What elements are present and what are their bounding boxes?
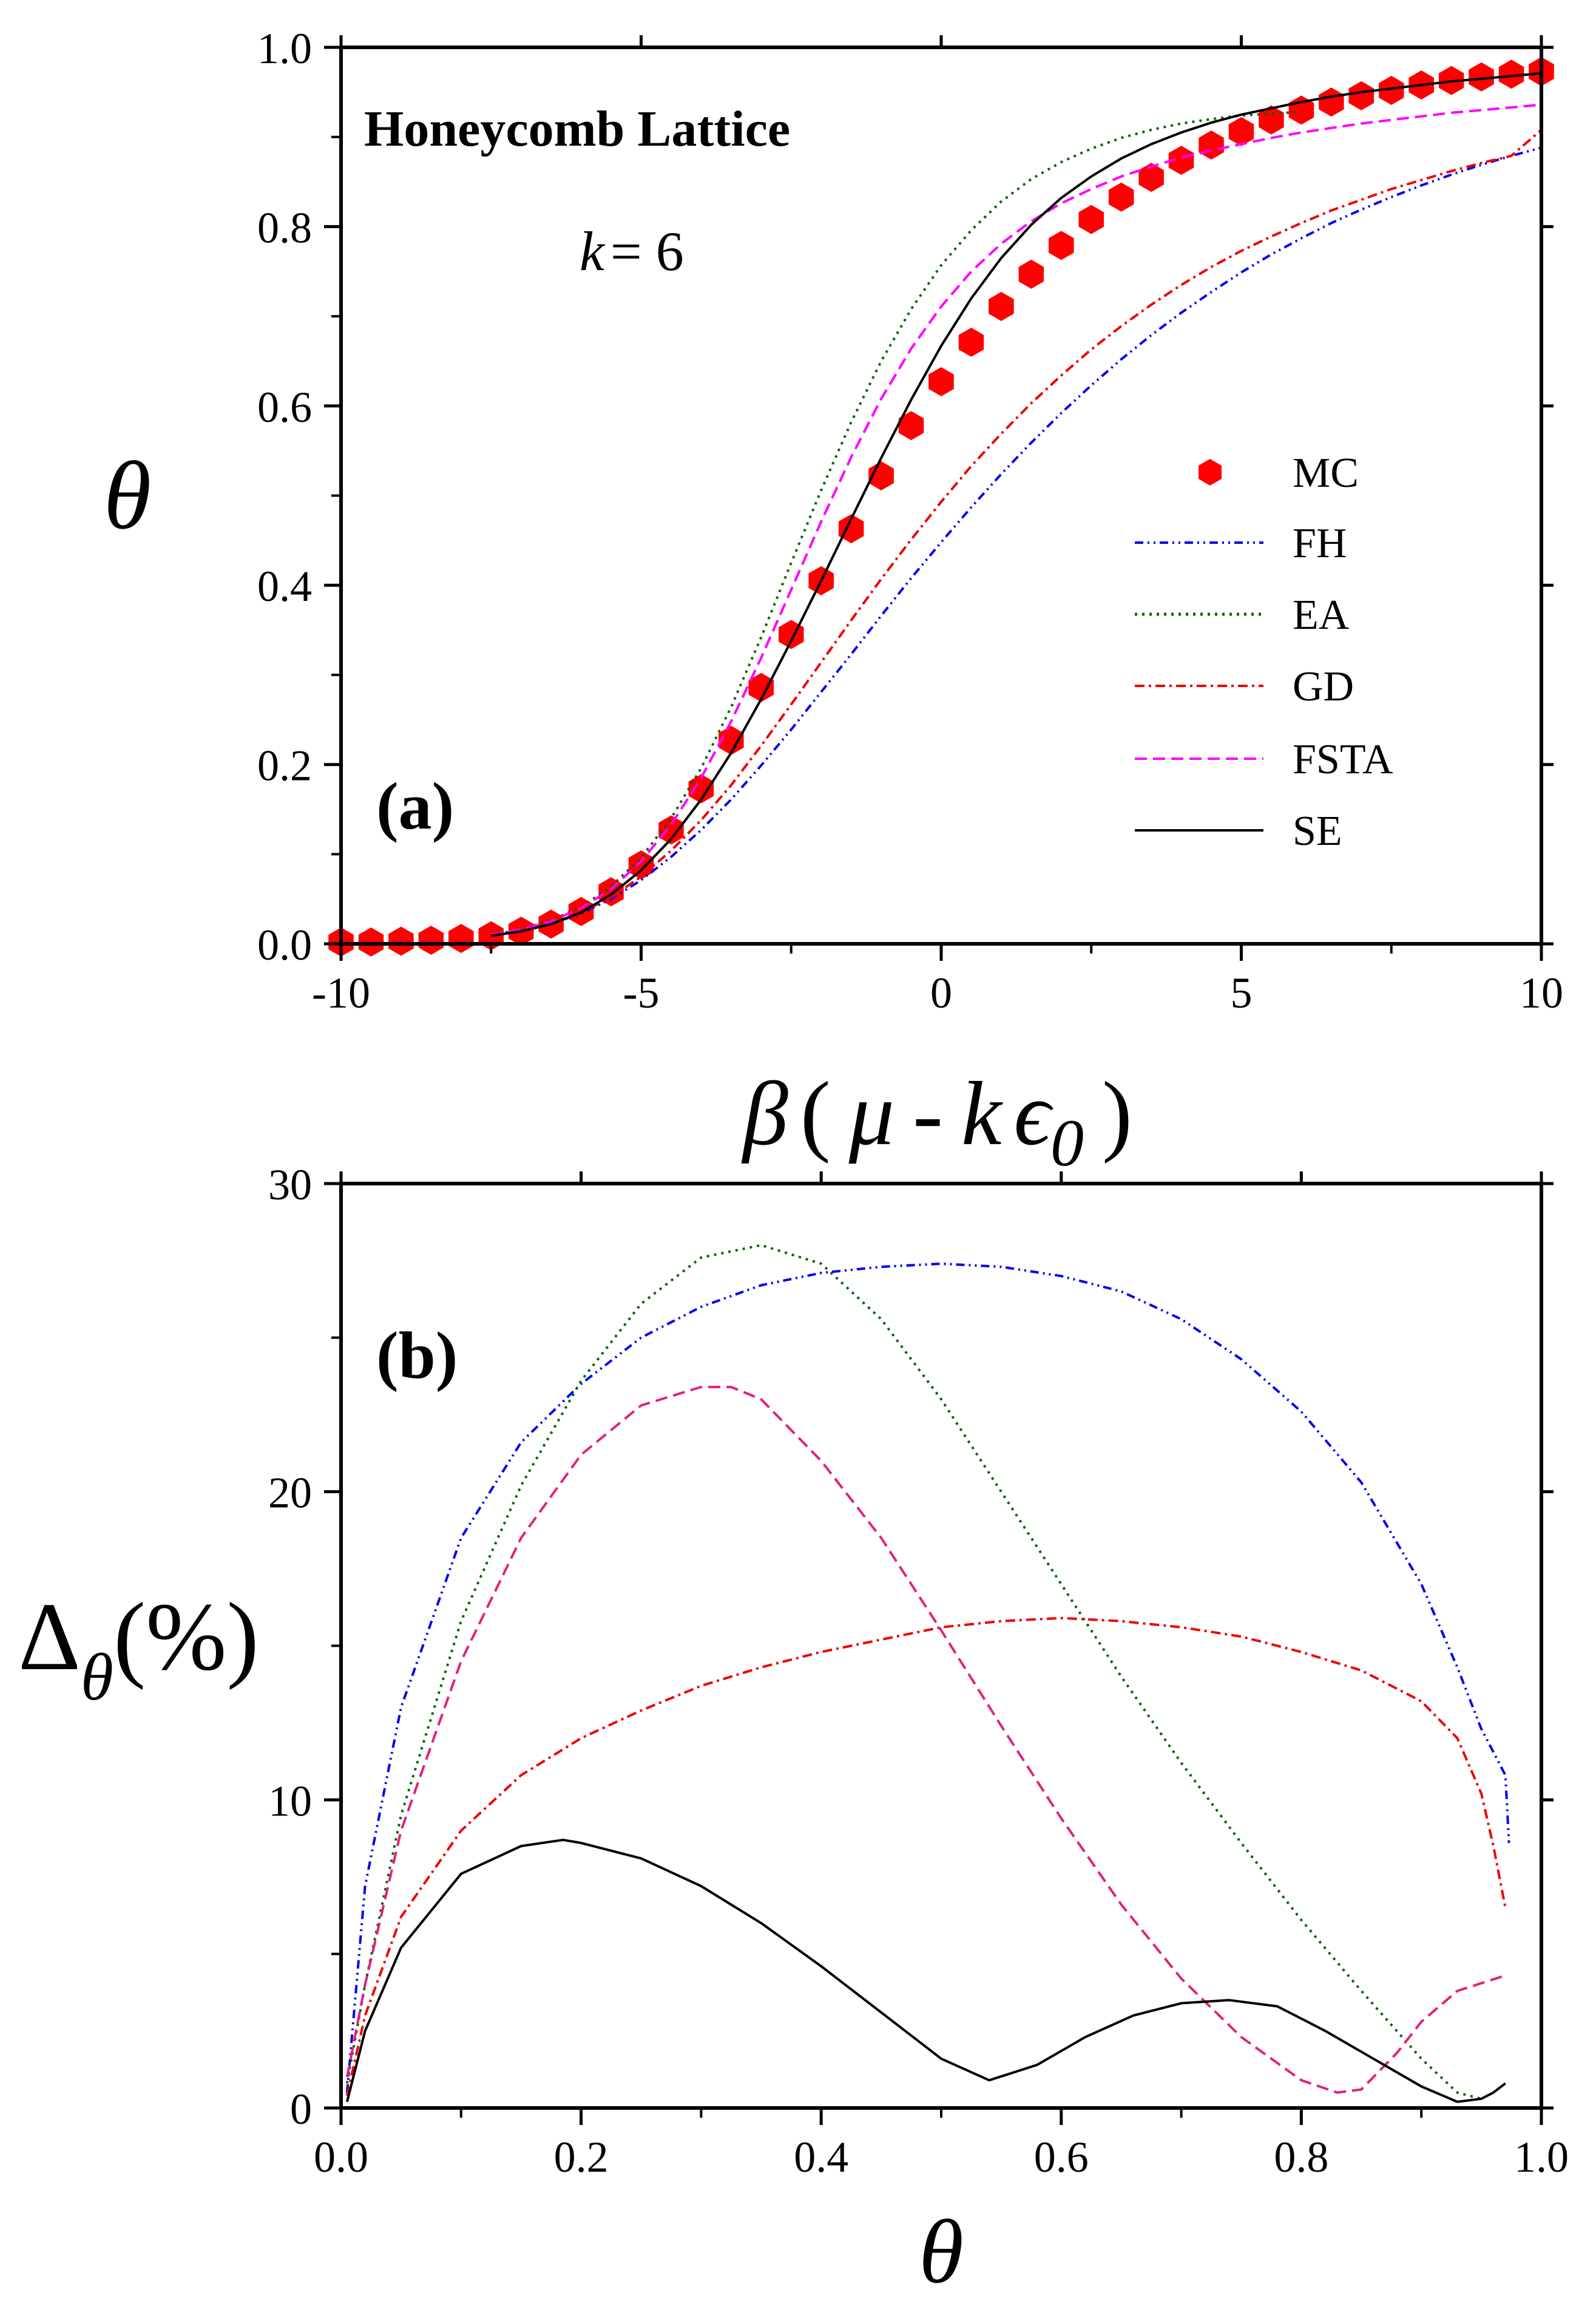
panel-b-x-tick-label: 0.0 bbox=[314, 2133, 368, 2181]
panel-a-plot-frame bbox=[339, 46, 1543, 946]
panel-a-mc-point bbox=[1259, 105, 1284, 135]
legend-label-mc: MC bbox=[1293, 450, 1359, 496]
x-title-open-paren: ( bbox=[800, 1063, 831, 1164]
panel-b-label: (b) bbox=[376, 1318, 458, 1392]
legend-label-fh: FH bbox=[1293, 520, 1347, 567]
panel-a-mc-point bbox=[958, 327, 984, 357]
panel-a-mc-point bbox=[1469, 62, 1494, 92]
panel-a-mc-point bbox=[1379, 75, 1404, 105]
panel-a-y-tick-label: 0.0 bbox=[257, 921, 312, 969]
panel-a-mc-point bbox=[989, 291, 1014, 321]
panel-b-x-tick-label: 1.0 bbox=[1514, 2133, 1569, 2181]
panel-a-annotation-k: k = 6 bbox=[580, 220, 684, 282]
x-title-epsilon: ϵ bbox=[1014, 1063, 1054, 1164]
panel-a-mc-point bbox=[1078, 205, 1104, 234]
panel-a-mc-point bbox=[688, 774, 714, 804]
panel-a-mc-point bbox=[388, 926, 414, 956]
panel-b-y-tick-label: 0 bbox=[290, 2085, 312, 2133]
panel-a-mc-point bbox=[1168, 146, 1194, 175]
panel-a-se-line bbox=[491, 72, 1542, 937]
x-title-close-paren: ) bbox=[1102, 1063, 1132, 1164]
panel-a-mc-point bbox=[1348, 81, 1375, 110]
x-title-k: k bbox=[961, 1063, 1003, 1164]
panel-a-legend: MC FH EA GD FSTA SE bbox=[1135, 450, 1393, 855]
panel-a-mc-point bbox=[1108, 182, 1134, 212]
panel-b-y-tick-label: 10 bbox=[268, 1777, 312, 1825]
panel-a-gd-line bbox=[491, 129, 1543, 937]
panel-a-mc-point bbox=[1138, 163, 1164, 192]
panel-a-x-tick-label: 10 bbox=[1520, 969, 1563, 1017]
panel-a-x-tick-label: -10 bbox=[312, 969, 370, 1017]
legend-label-fsta: FSTA bbox=[1293, 736, 1393, 783]
panel-b-x-tick-label: 0.6 bbox=[1034, 2133, 1089, 2181]
panel-a-fh-line bbox=[491, 146, 1542, 937]
panel-a-mc-point bbox=[1018, 259, 1044, 289]
x-title-subscript: 0 bbox=[1050, 1106, 1084, 1180]
panel-a-mc-point bbox=[928, 367, 954, 396]
panel-b-ticks-layer: 0.0 0.2 0.4 0.6 0.8 1.0 0 10 20 30 bbox=[268, 1161, 1569, 2181]
panel-a-mc-point bbox=[719, 725, 744, 755]
panel-a-x-tick-label: 0 bbox=[930, 969, 952, 1017]
panel-a-mc-point bbox=[1228, 117, 1254, 146]
legend-label-gd: GD bbox=[1293, 663, 1354, 710]
panel-a-y-axis-title: θ bbox=[104, 441, 152, 549]
panel-a-mc-point bbox=[748, 673, 774, 702]
panel-a-mc-point bbox=[418, 926, 444, 955]
panel-a-series-layer bbox=[328, 56, 1554, 957]
x-title-minus: - bbox=[913, 1063, 943, 1164]
panel-a-mc-point bbox=[898, 411, 924, 441]
panel-b-ea-line bbox=[345, 1244, 1482, 2100]
panel-a-chart: -10 -5 0 5 10 0.0 0.2 0.4 0.6 0.8 1.0 Honeycomb La… bbox=[104, 24, 1563, 1180]
legend-mc-marker bbox=[1199, 459, 1222, 486]
panel-b-series-layer bbox=[345, 1244, 1510, 2103]
x-title-beta: β bbox=[741, 1063, 788, 1164]
panel-b-y-axis-title: Δθ(%) bbox=[18, 1582, 259, 1714]
legend-label-ea: EA bbox=[1293, 592, 1350, 639]
panel-b-y-tick-label: 20 bbox=[268, 1469, 312, 1517]
panel-a-y-tick-label: 0.6 bbox=[257, 383, 312, 432]
y-title-subscript: θ bbox=[81, 1640, 113, 1714]
panel-a-label: (a) bbox=[376, 769, 454, 843]
y-title-delta: Δ bbox=[18, 1582, 81, 1690]
x-title-mu: μ bbox=[848, 1063, 894, 1164]
panel-b-fsta-line bbox=[345, 1386, 1506, 2094]
panel-a-mc-point bbox=[658, 815, 684, 845]
panel-b-se-line bbox=[345, 1838, 1506, 2103]
panel-b-y-tick-label: 30 bbox=[268, 1161, 312, 1209]
panel-b-x-axis-title: θ bbox=[919, 2201, 964, 2301]
panel-b-plot-frame bbox=[339, 1182, 1543, 2110]
panel-a-mc-point bbox=[1498, 59, 1524, 89]
panel-a-y-tick-label: 0.4 bbox=[257, 562, 312, 611]
panel-a-annotation-title: Honeycomb Lattice bbox=[364, 101, 790, 157]
panel-a-k-value: = 6 bbox=[610, 220, 684, 282]
panel-a-mc-point bbox=[1049, 231, 1074, 260]
panel-b-x-tick-label: 0.4 bbox=[794, 2133, 848, 2181]
panel-a-x-tick-label: 5 bbox=[1231, 969, 1253, 1017]
y-title-percent: (%) bbox=[113, 1582, 259, 1690]
panel-a-mc-point bbox=[838, 514, 864, 544]
panel-a-y-tick-label: 0.8 bbox=[257, 203, 312, 252]
panel-a-x-tick-label: -5 bbox=[623, 969, 660, 1017]
panel-a-mc-point bbox=[448, 924, 474, 954]
legend-label-se: SE bbox=[1293, 808, 1342, 855]
panel-b-x-tick-label: 0.8 bbox=[1274, 2133, 1328, 2181]
panel-b-x-tick-label: 0.2 bbox=[554, 2133, 609, 2181]
panel-a-k-symbol: k bbox=[580, 220, 606, 282]
panel-a-fsta-line bbox=[490, 103, 1542, 937]
panel-a-ticks-layer: -10 -5 0 5 10 0.0 0.2 0.4 0.6 0.8 1.0 bbox=[257, 24, 1563, 1017]
panel-a-y-tick-label: 0.2 bbox=[257, 742, 312, 790]
panel-a-y-tick-label: 1.0 bbox=[257, 24, 312, 73]
panel-a-x-axis-title: β(μ - k ϵ0) bbox=[741, 1063, 1132, 1180]
panel-b-gd-line bbox=[345, 1616, 1507, 2096]
